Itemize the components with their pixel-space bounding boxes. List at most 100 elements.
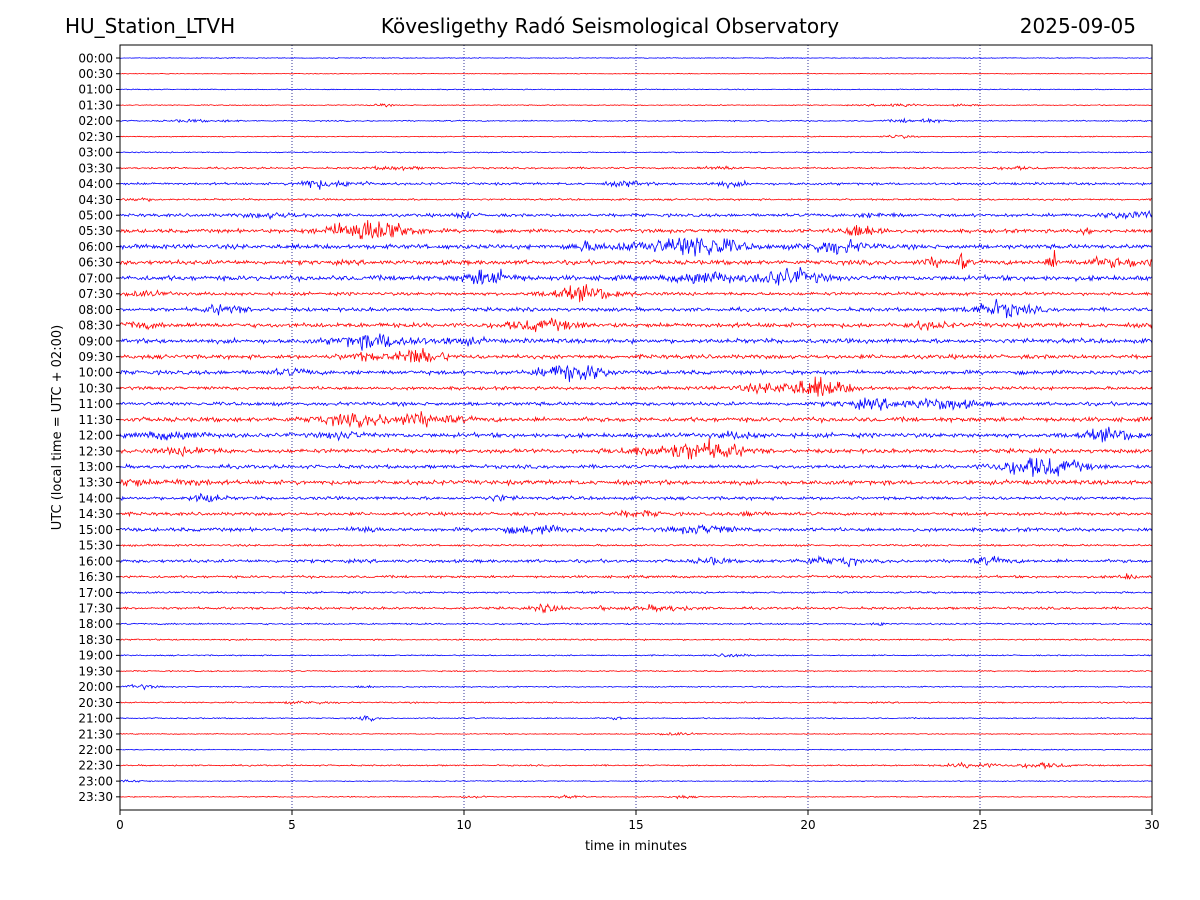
y-tick-label: 12:00 [78,429,113,443]
trace-1200 [119,426,1153,443]
station-name: HU_Station_LTVH [65,14,236,38]
trace-0230 [119,134,1153,140]
x-tick-label: 30 [1144,818,1159,832]
trace-1000 [119,364,1153,383]
y-tick-label: 16:00 [78,554,113,568]
y-tick-label: 11:30 [78,413,113,427]
y-tick-label: 03:30 [78,161,113,175]
trace-0200 [119,117,1153,124]
y-tick-label: 14:30 [78,507,113,521]
trace-1700 [119,590,1153,595]
trace-1130 [119,411,1153,428]
trace-1430 [119,509,1153,519]
x-tick-label: 10 [456,818,471,832]
y-tick-label: 23:30 [78,790,113,804]
y-tick-label: 06:30 [78,256,113,270]
y-tick-label: 19:30 [78,664,113,678]
y-tick-label: 00:30 [78,67,113,81]
trace-1100 [119,397,1153,411]
trace-1300 [119,457,1153,477]
y-tick-label: 11:00 [78,397,113,411]
x-tick-label: 0 [116,818,124,832]
trace-0500 [119,209,1153,221]
x-tick-label: 5 [288,818,296,832]
y-tick-label: 20:00 [78,680,113,694]
y-tick-label: 08:30 [78,319,113,333]
trace-0030 [119,72,1153,75]
trace-1530 [119,543,1153,548]
y-tick-label: 14:00 [78,491,113,505]
y-tick-label: 03:00 [78,146,113,160]
trace-2330 [119,794,1153,800]
trace-0730 [119,284,1153,303]
y-tick-label: 05:00 [78,209,113,223]
trace-0700 [119,266,1153,286]
trace-1230 [119,438,1153,460]
trace-1030 [119,376,1153,397]
trace-1800 [119,621,1153,627]
trace-1500 [119,524,1153,536]
x-axis-label: time in minutes [585,839,687,854]
y-tick-label: 16:30 [78,570,113,584]
trace-2130 [119,731,1153,736]
y-tick-label: 07:30 [78,287,113,301]
trace-0930 [119,347,1153,363]
y-tick-label: 22:00 [78,743,113,757]
y-tick-label: 19:00 [78,649,113,663]
x-tick-label: 20 [800,818,815,832]
trace-0600 [119,237,1153,257]
trace-0300 [119,150,1153,154]
trace-1830 [119,638,1153,642]
y-tick-label: 18:30 [78,633,113,647]
trace-2100 [119,714,1153,723]
y-tick-label: 13:00 [78,460,113,474]
y-tick-label: 01:00 [78,83,113,97]
trace-0100 [119,88,1153,91]
y-tick-label: 20:30 [78,696,113,710]
y-tick-label: 04:30 [78,193,113,207]
y-tick-label: 10:30 [78,381,113,395]
y-tick-label: 22:30 [78,759,113,773]
y-tick-label: 02:00 [78,114,113,128]
date-label: 2025-09-05 [1019,14,1136,38]
y-tick-label: 06:00 [78,240,113,254]
trace-1900 [119,653,1153,658]
y-axis-label: UTC (local time = UTC + 02:00) [50,325,65,530]
x-tick-label: 15 [628,818,643,832]
trace-0900 [119,333,1153,351]
y-tick-label: 07:00 [78,271,113,285]
y-tick-label: 09:30 [78,350,113,364]
trace-0430 [119,197,1153,203]
trace-2300 [119,779,1153,783]
y-tick-label: 12:30 [78,444,113,458]
y-tick-label: 15:30 [78,539,113,553]
y-tick-label: 02:30 [78,130,113,144]
trace-1600 [119,555,1153,568]
trace-1930 [119,669,1153,673]
trace-0330 [119,165,1153,172]
y-tick-label: 00:00 [78,51,113,65]
trace-2200 [119,748,1153,751]
trace-layer [119,57,1153,800]
observatory-title: Kövesligethy Radó Seismological Observat… [380,14,840,38]
y-tick-label: 09:00 [78,334,113,348]
y-tick-label: 04:00 [78,177,113,191]
trace-2000 [119,683,1153,691]
trace-0130 [119,102,1153,108]
trace-0530 [119,220,1153,240]
y-tick-label: 05:30 [78,224,113,238]
grid-lines [291,45,981,810]
y-tick-label: 21:30 [78,727,113,741]
trace-2230 [119,761,1153,770]
trace-0000 [119,57,1153,59]
y-tick-label: 17:00 [78,586,113,600]
x-tick-label: 25 [972,818,987,832]
y-tick-label: 17:30 [78,602,113,616]
trace-0630 [119,250,1153,270]
y-tick-label: 10:00 [78,366,113,380]
trace-1330 [119,478,1153,487]
y-tick-label: 13:30 [78,476,113,490]
trace-0400 [119,179,1153,190]
